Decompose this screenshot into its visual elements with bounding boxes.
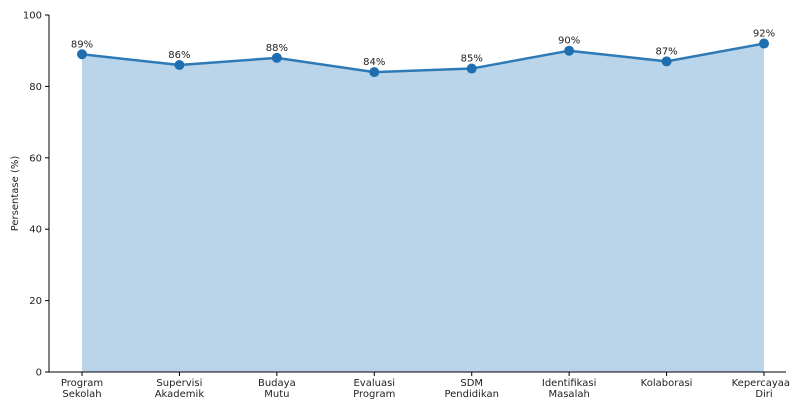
- data-label: 92%: [753, 29, 775, 40]
- x-tick-label: SDM Pendidikan: [444, 378, 499, 399]
- y-tick-label: 20: [29, 296, 42, 307]
- y-tick-label: 40: [29, 225, 42, 236]
- data-point: [564, 45, 575, 56]
- x-tick-label: Evaluasi Program: [353, 378, 395, 399]
- y-tick-label: 80: [29, 82, 42, 93]
- series-line: [81, 42, 765, 74]
- x-tick-label: Budaya Mutu: [258, 378, 296, 399]
- x-tick-label: Identifikasi Masalah: [542, 378, 597, 399]
- y-tick-label: 60: [29, 153, 42, 164]
- data-point: [174, 59, 185, 70]
- y-tick-label: 0: [36, 368, 42, 379]
- data-point: [466, 63, 477, 74]
- y-tick-label: 100: [23, 11, 42, 22]
- data-label: 85%: [461, 54, 483, 65]
- x-axis-ticks: Program Sekolah Supervisi Akademik Budaya Mut…: [61, 372, 790, 399]
- data-point: [661, 56, 672, 67]
- area-fill: [82, 43, 764, 373]
- data-label: 88%: [266, 43, 288, 54]
- y-axis-label: Persentase (%): [10, 156, 21, 232]
- data-label: 86%: [168, 50, 190, 61]
- data-point: [77, 49, 87, 60]
- data-label: 84%: [363, 57, 385, 68]
- x-tick-label: Kolaborasi: [641, 378, 693, 389]
- x-tick-label: Kepercayaan Diri: [732, 378, 790, 399]
- data-label: 90%: [558, 36, 580, 47]
- data-labels: 89% 86% 88% 84% 85% 90% 87% 92%: [71, 29, 775, 69]
- data-point: [369, 67, 380, 78]
- y-axis-ticks: 0 20 40 60 80 100: [23, 11, 49, 379]
- x-tick-label: Supervisi Akademik: [155, 378, 205, 399]
- data-label: 89%: [71, 39, 93, 50]
- data-point: [759, 38, 769, 49]
- data-label: 87%: [655, 46, 677, 57]
- data-point: [271, 52, 282, 63]
- x-tick-label: Program Sekolah: [61, 378, 103, 399]
- data-points: [77, 38, 769, 78]
